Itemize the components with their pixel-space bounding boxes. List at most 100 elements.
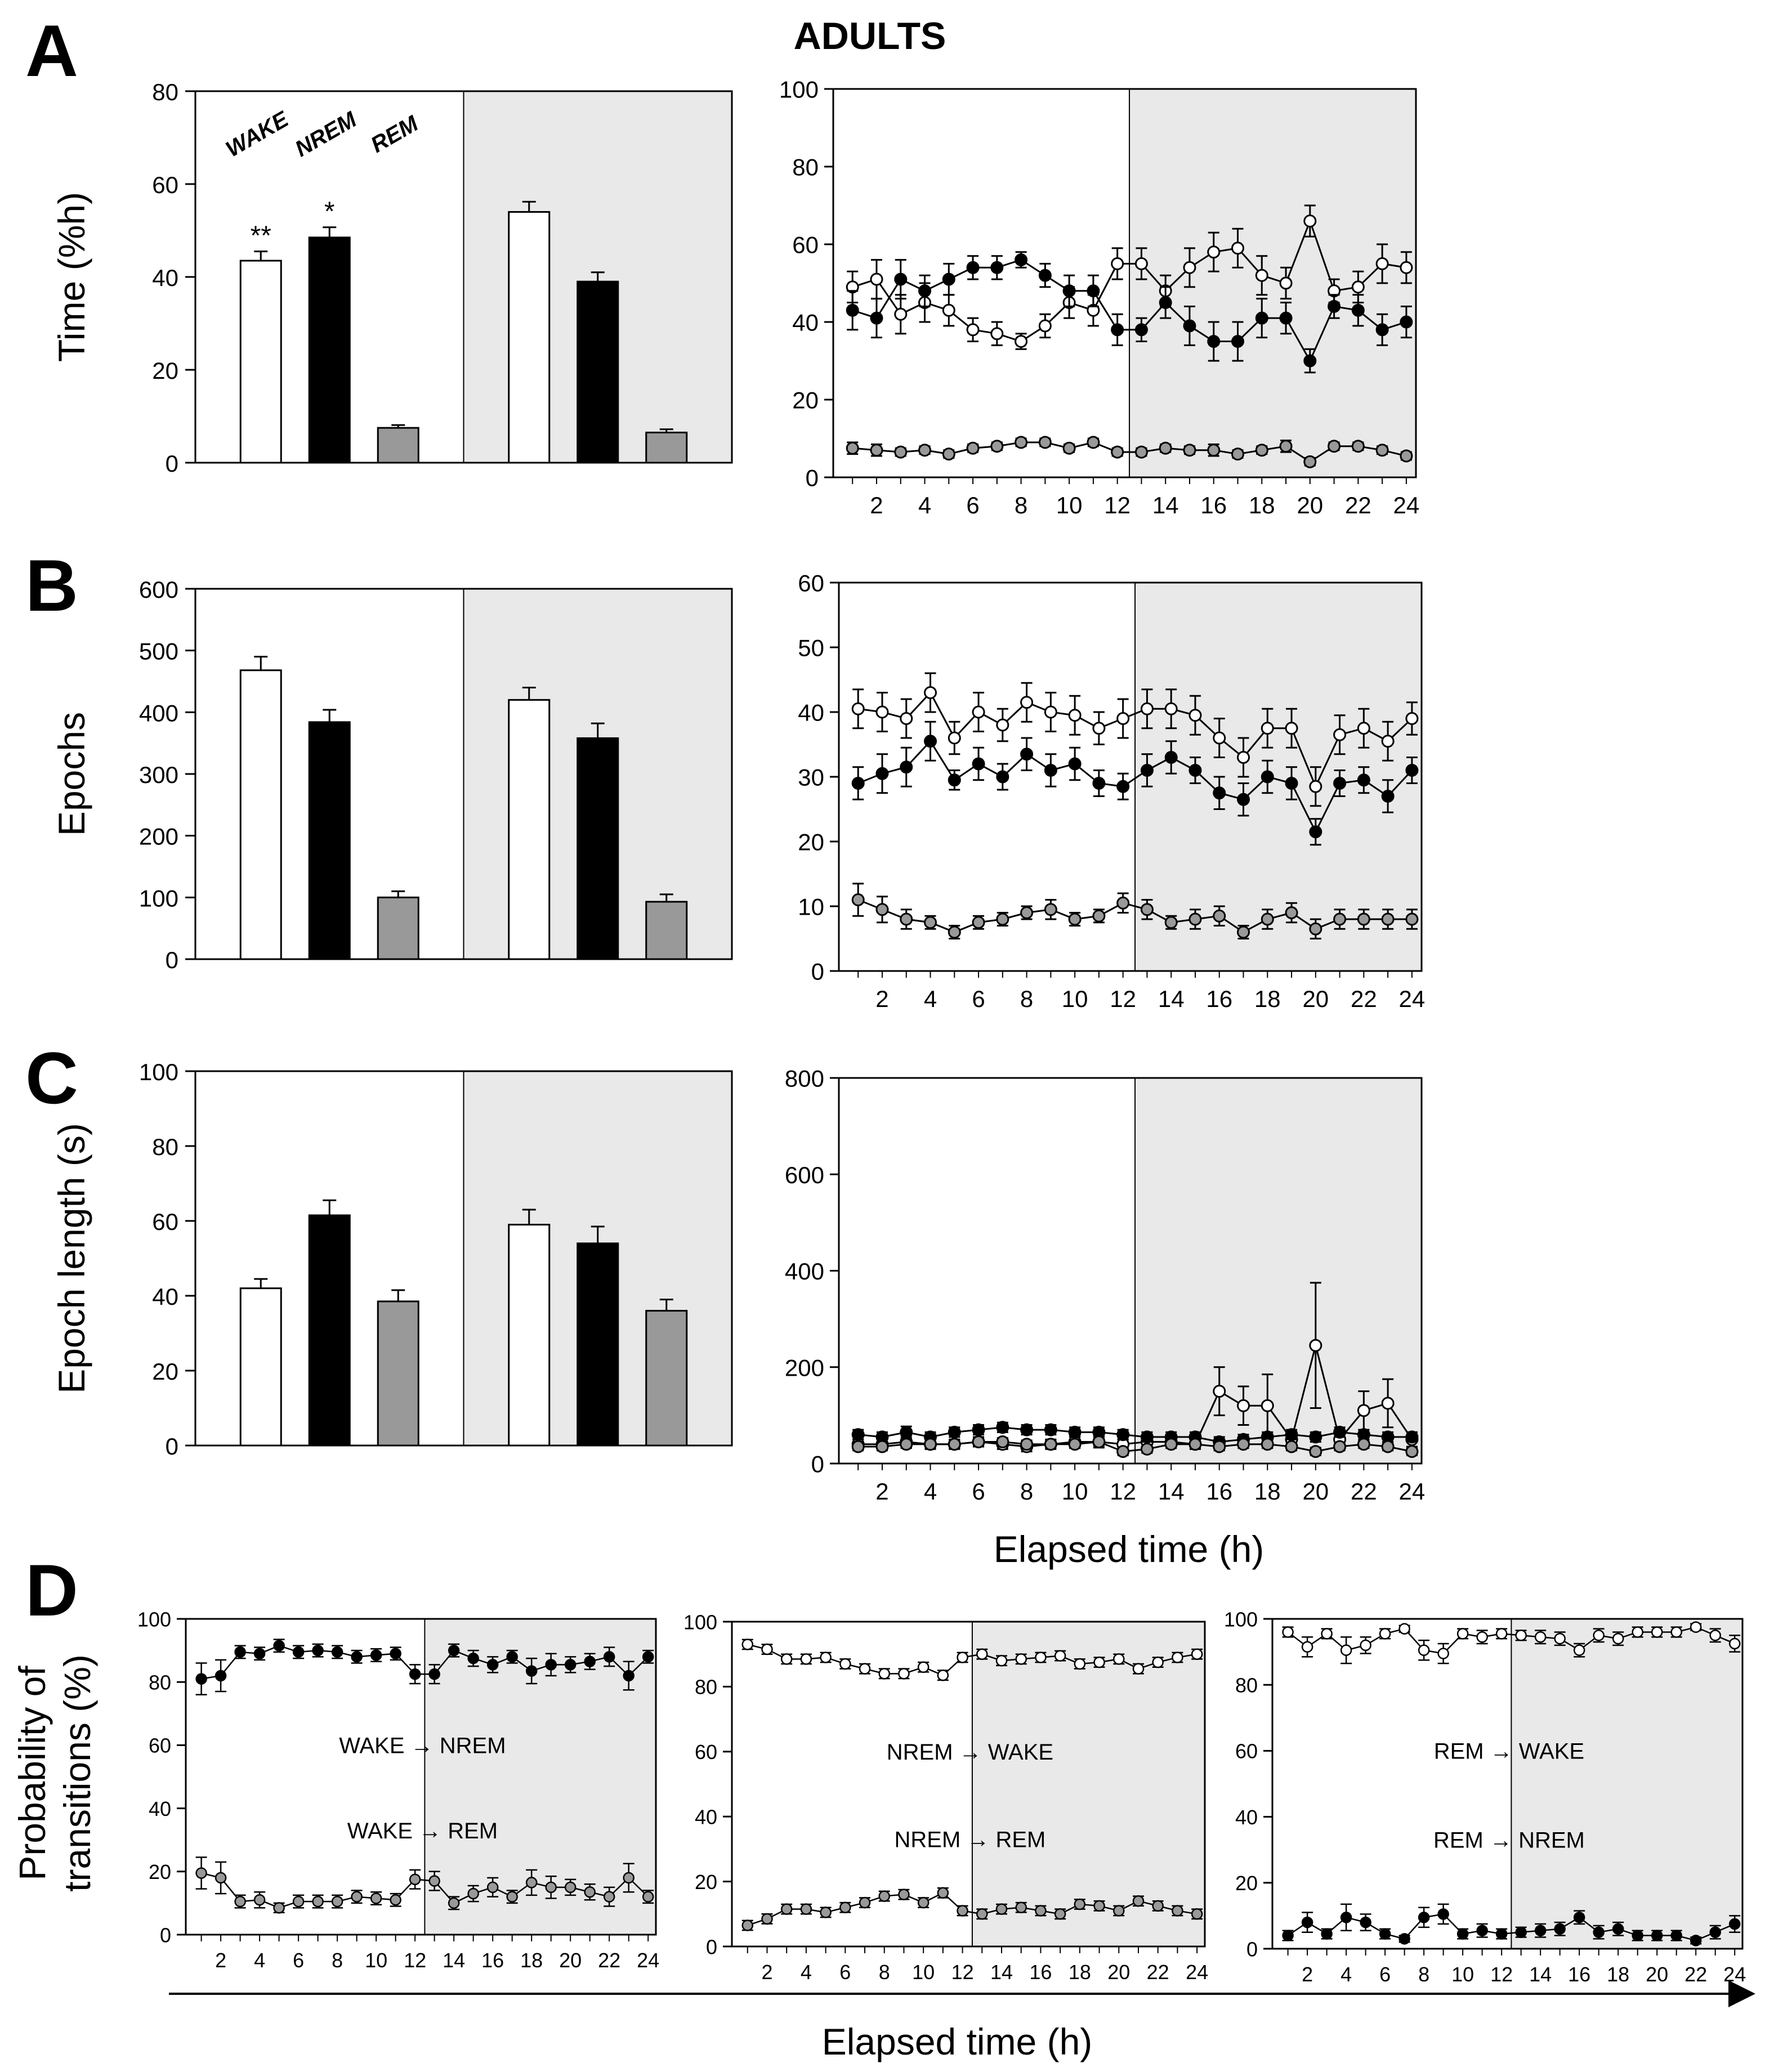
data-point (1333, 1425, 1347, 1439)
y-tick-label: 80 (152, 1134, 178, 1160)
data-point (1400, 449, 1413, 463)
data-point (1074, 1898, 1086, 1910)
data-point (1044, 764, 1057, 777)
data-point (1134, 323, 1148, 337)
data-point (1132, 1663, 1145, 1675)
data-point (448, 1897, 460, 1909)
data-point (1612, 1923, 1624, 1935)
y-tick-label: 0 (166, 450, 178, 477)
y-axis-label: Time (%h) (51, 192, 92, 362)
data-point (948, 1438, 961, 1451)
data-point (273, 1902, 285, 1914)
data-point (894, 272, 908, 286)
data-point (1381, 1440, 1395, 1453)
data-point (1068, 912, 1082, 926)
data-point (1405, 1430, 1419, 1444)
data-point (948, 773, 961, 787)
data-point (1321, 1928, 1333, 1940)
data-point (1191, 1648, 1203, 1660)
data-point (1191, 1908, 1203, 1920)
data-point (623, 1872, 634, 1884)
data-point (942, 272, 955, 286)
y-tick-label: 100 (137, 1608, 171, 1631)
data-point (875, 1440, 889, 1453)
y-tick-label: 0 (160, 1923, 171, 1946)
x-tick-label: 18 (520, 1949, 543, 1972)
x-tick-label: 8 (332, 1949, 343, 1972)
transition-label: WAKE → REM (347, 1819, 498, 1843)
bar (645, 1310, 688, 1447)
data-point (924, 735, 937, 748)
data-point (1418, 1912, 1430, 1923)
data-point (995, 1654, 1008, 1667)
data-point (957, 1905, 968, 1917)
data-point (1087, 284, 1100, 298)
data-point (1213, 909, 1226, 923)
data-point (875, 903, 889, 916)
data-point (1333, 777, 1347, 790)
data-point (1038, 268, 1052, 282)
data-point (1398, 1933, 1410, 1945)
x-tick-label: 4 (924, 1478, 937, 1505)
data-point (1381, 790, 1395, 803)
data-point (859, 1663, 871, 1675)
data-point (839, 1901, 851, 1914)
data-point (1237, 1438, 1250, 1451)
data-point (1068, 1438, 1082, 1451)
x-tick-label: 14 (1529, 1963, 1552, 1986)
y-tick-label: 300 (139, 762, 178, 788)
x-tick-label: 6 (972, 1478, 985, 1505)
data-point (1255, 444, 1268, 457)
data-point (995, 1903, 1008, 1915)
bar (239, 1287, 282, 1447)
x-tick-label: 2 (870, 492, 883, 518)
panel-letter-b: B (25, 544, 78, 626)
data-point (195, 1673, 207, 1685)
data-point (1255, 268, 1268, 282)
y-tick-label: 0 (706, 1935, 717, 1958)
data-point (976, 1648, 988, 1660)
data-point (942, 447, 955, 461)
x-tick-label: 8 (1020, 1478, 1033, 1505)
data-point (1255, 311, 1268, 325)
data-point (1188, 912, 1202, 926)
transition-label: WAKE → NREM (339, 1733, 506, 1758)
data-point (990, 261, 1004, 274)
x-tick-label: 24 (1399, 986, 1426, 1012)
bar (308, 236, 351, 464)
x-tick-label: 16 (1029, 1961, 1052, 1984)
panel-letter-c: C (25, 1037, 78, 1119)
data-point (1515, 1630, 1527, 1641)
y-tick-label: 40 (149, 1797, 171, 1820)
data-point (1237, 925, 1250, 939)
x-tick-label: 6 (1379, 1963, 1391, 1986)
data-point (1044, 1438, 1057, 1451)
x-tick-label: 20 (1107, 1961, 1130, 1984)
x-tick-label: 16 (1206, 1478, 1232, 1505)
data-point (1670, 1626, 1682, 1638)
x-tick-label: 12 (1104, 492, 1131, 518)
data-point (1690, 1935, 1702, 1946)
data-point (1279, 311, 1293, 325)
data-point (1398, 1623, 1410, 1635)
data-point (1651, 1626, 1663, 1638)
data-point (820, 1907, 832, 1918)
y-tick-label: 0 (1246, 1937, 1258, 1961)
data-point (846, 303, 859, 317)
x-tick-label: 22 (598, 1949, 620, 1972)
data-point (1015, 1653, 1027, 1665)
data-point (312, 1644, 324, 1657)
data-point (1213, 1385, 1226, 1398)
x-tick-label: 16 (1206, 986, 1232, 1012)
x-tick-label: 12 (404, 1949, 426, 1972)
data-point (1074, 1658, 1086, 1670)
dark-phase-shading (1135, 583, 1422, 971)
data-point (1728, 1637, 1741, 1650)
category-label: WAKE (222, 106, 293, 162)
data-point (1321, 1628, 1333, 1640)
data-point (972, 916, 985, 929)
x-tick-label: 20 (1297, 492, 1323, 518)
data-point (1405, 912, 1419, 926)
